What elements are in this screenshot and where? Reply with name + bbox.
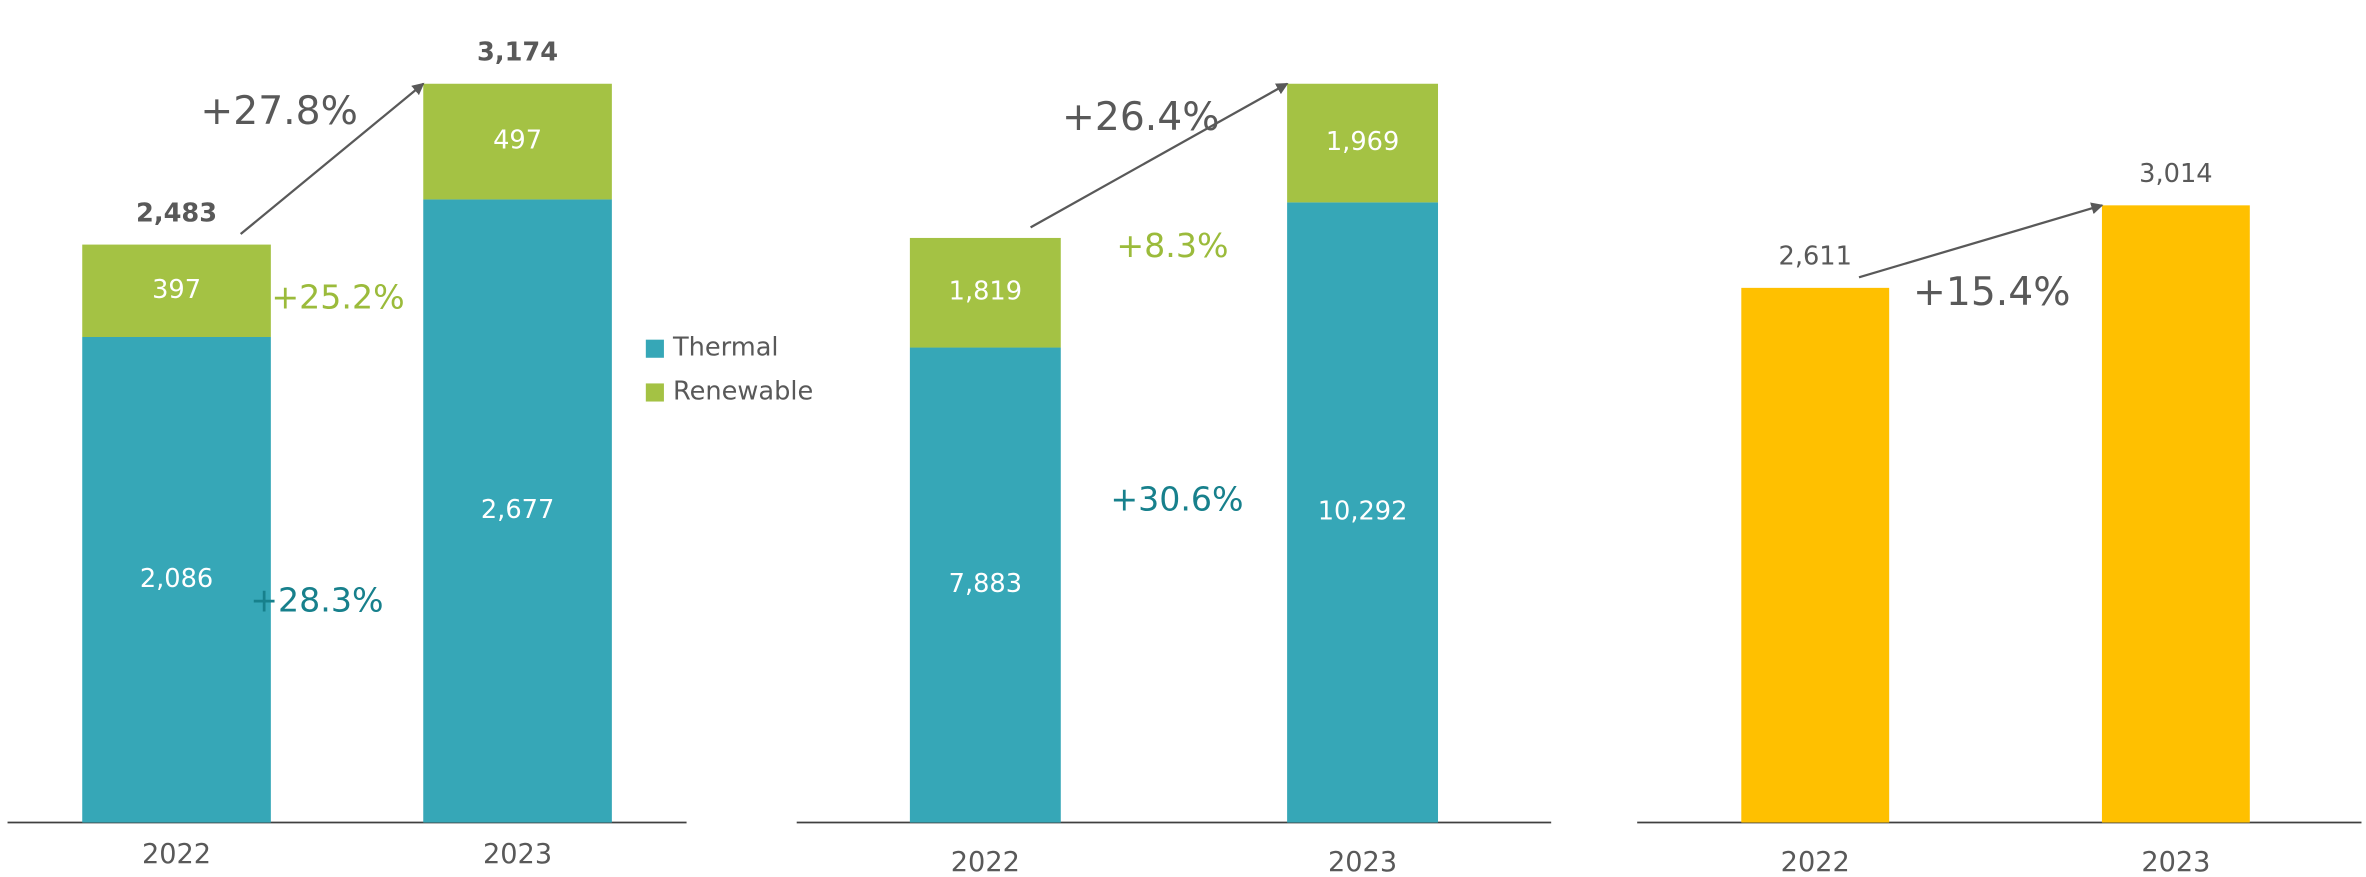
annotation: +27.8% — [200, 89, 357, 134]
value-label: 397 — [152, 275, 201, 305]
value-label: 497 — [493, 126, 542, 156]
x-tick-label: 2022 — [1781, 847, 1850, 877]
value-label: 10,292 — [1318, 496, 1408, 526]
growth-arrow — [239, 82, 425, 235]
x-tick-label: 2022 — [142, 839, 211, 870]
value-label: 1,819 — [949, 277, 1022, 307]
growth-arrow — [1030, 82, 1289, 229]
bar-segment — [909, 347, 1061, 823]
value-label: 2,677 — [481, 495, 554, 525]
legend-label: Renewable — [673, 376, 813, 406]
value-label: 7,883 — [949, 569, 1022, 599]
bar-segment — [423, 83, 612, 200]
bar — [1741, 287, 1890, 823]
legend-label: Thermal — [672, 333, 779, 363]
total-label: 3,174 — [477, 38, 558, 68]
annotation: +15.4% — [1913, 270, 2070, 315]
annotation: +26.4% — [1062, 95, 1219, 140]
bar-segment — [909, 237, 1061, 348]
total-label: 2,483 — [136, 198, 217, 228]
annotation: +8.3% — [1116, 226, 1228, 265]
value-label: 3,014 — [2139, 159, 2212, 189]
x-tick-label: 2023 — [2141, 847, 2210, 877]
value-label: 2,086 — [140, 564, 213, 594]
x-tick-label: 2023 — [1328, 847, 1397, 877]
bar-segment — [82, 336, 271, 823]
annotation: +28.3% — [250, 581, 383, 620]
bar-segment — [82, 244, 271, 337]
x-tick-label: 2022 — [951, 847, 1020, 877]
value-label: 2,611 — [1779, 242, 1852, 272]
growth-arrow — [1858, 202, 2104, 279]
legend-swatch — [645, 339, 664, 358]
annotation: +30.6% — [1110, 480, 1243, 519]
bar-segment — [1287, 83, 1439, 203]
bar-segment — [1287, 202, 1439, 823]
bar-segment — [423, 199, 612, 823]
legend-swatch — [645, 383, 664, 402]
annotation: +25.2% — [271, 277, 404, 316]
value-label: 1,969 — [1326, 127, 1399, 157]
x-tick-label: 2023 — [483, 839, 552, 870]
bar — [2101, 205, 2250, 823]
